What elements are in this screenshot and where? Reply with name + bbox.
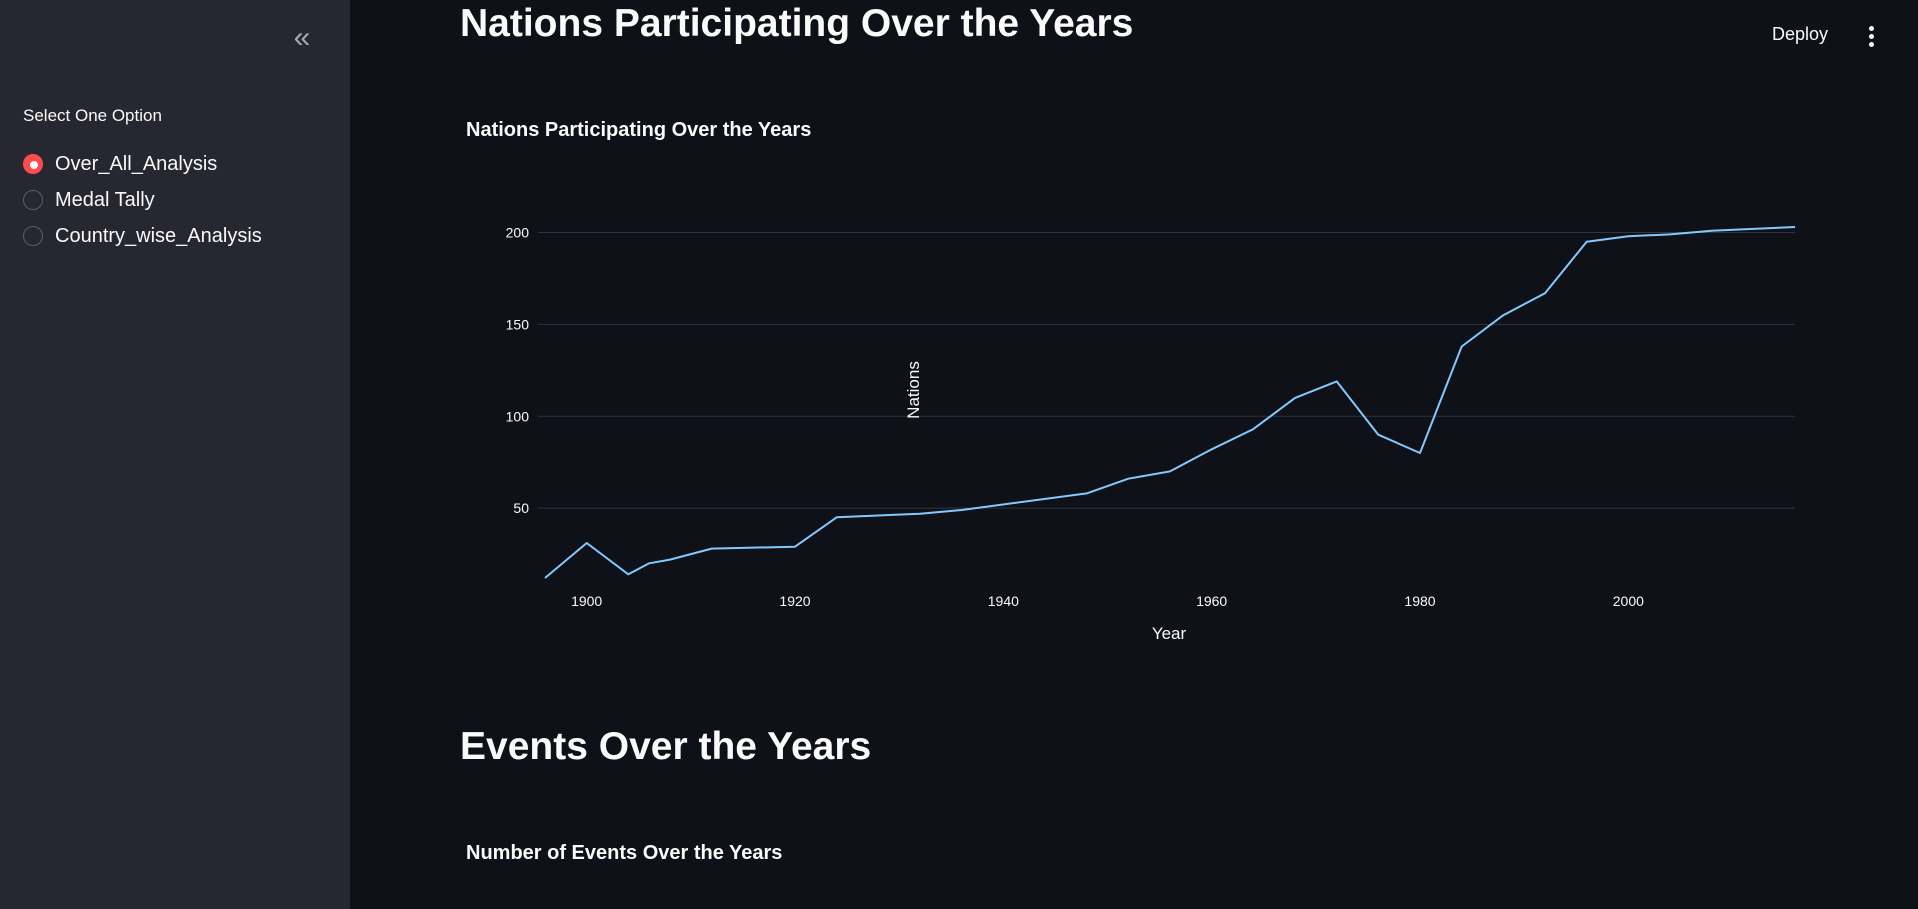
radio-button[interactable]	[23, 226, 43, 246]
x-tick-label: 1920	[779, 593, 810, 609]
x-tick-label: 2000	[1613, 593, 1644, 609]
radio-option-country-wise-analysis[interactable]: Country_wise_Analysis	[23, 218, 262, 254]
y-tick-label: 150	[506, 316, 530, 332]
y-tick-label: 100	[506, 408, 530, 424]
y-tick-label: 200	[506, 225, 530, 241]
radio-button[interactable]	[23, 154, 43, 174]
radio-button[interactable]	[23, 190, 43, 210]
x-tick-label: 1900	[571, 593, 602, 609]
main-menu-button[interactable]	[1865, 26, 1877, 48]
events-chart-title: Number of Events Over the Years	[466, 842, 783, 864]
x-tick-label: 1940	[988, 593, 1019, 609]
radio-option-over-all-analysis[interactable]: Over_All_Analysis	[23, 146, 262, 182]
page-title: Nations Participating Over the Years	[460, 2, 1134, 45]
radio-group: Over_All_Analysis Medal Tally Country_wi…	[23, 146, 262, 254]
section-title-events: Events Over the Years	[460, 725, 872, 768]
radio-group-label: Select One Option	[23, 106, 162, 125]
x-tick-label: 1960	[1196, 593, 1227, 609]
nations-line-chart: Nations Participating Over the Years 50 1…	[466, 119, 1796, 643]
deploy-button[interactable]: Deploy	[1772, 24, 1829, 44]
series-line	[544, 226, 1796, 579]
collapse-sidebar-button[interactable]: «	[286, 23, 318, 53]
radio-option-label: Over_All_Analysis	[55, 152, 218, 175]
radio-option-label: Country_wise_Analysis	[55, 224, 262, 247]
radio-option-label: Medal Tally	[55, 188, 155, 211]
y-axis-label: Nations	[904, 361, 923, 419]
y-tick-label: 50	[513, 500, 529, 516]
double-chevron-left-icon: «	[293, 21, 311, 54]
chart-title: Nations Participating Over the Years	[466, 119, 811, 141]
x-axis-label: Year	[1152, 624, 1187, 643]
vertical-ellipsis-icon	[1865, 26, 1877, 47]
x-tick-label: 1980	[1404, 593, 1435, 609]
sidebar: « Select One Option Over_All_Analysis Me…	[0, 0, 350, 909]
radio-option-medal-tally[interactable]: Medal Tally	[23, 182, 262, 218]
